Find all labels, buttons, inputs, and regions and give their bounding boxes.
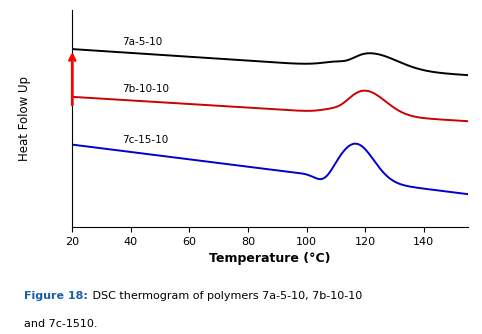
- Y-axis label: Heat Folow Up: Heat Folow Up: [18, 76, 31, 161]
- Text: and 7c-1510.: and 7c-1510.: [24, 319, 97, 329]
- Text: 7b-10-10: 7b-10-10: [122, 85, 169, 94]
- Text: 7a-5-10: 7a-5-10: [122, 37, 162, 47]
- Text: Figure 18:: Figure 18:: [24, 291, 88, 301]
- Text: DSC thermogram of polymers 7a-5-10, 7b-10-10: DSC thermogram of polymers 7a-5-10, 7b-1…: [89, 291, 362, 301]
- X-axis label: Temperature (°C): Temperature (°C): [209, 253, 331, 266]
- Text: 7c-15-10: 7c-15-10: [122, 135, 168, 145]
